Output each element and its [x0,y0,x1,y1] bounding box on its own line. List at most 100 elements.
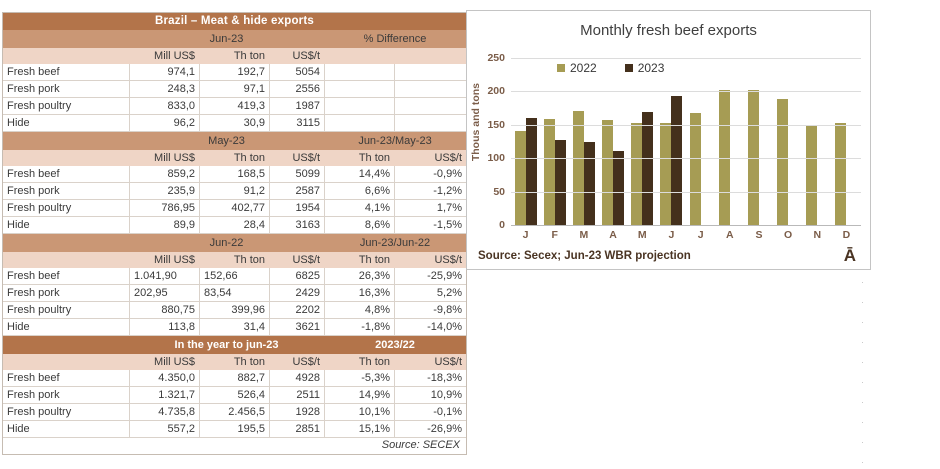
table-cell: 83,54 [199,285,269,302]
column-header: US$/t [434,254,462,266]
bar-2022-4 [602,120,614,225]
table-cell: -9,8% [394,302,466,319]
section-period-row: May-23 Jun-23/May-23 [3,132,466,150]
column-header: Th ton [233,152,265,164]
x-axis-label-8: A [725,229,734,241]
table-cell: 4.350,0 [129,370,199,387]
chart-bars [511,58,861,225]
table-cell: 97,1 [199,81,269,98]
table-cell: 8,6% [324,217,394,234]
table-row: Fresh poultry 833,0 419,3 1987 [3,98,466,115]
table-cell: 4928 [269,370,324,387]
table-cell: 786,95 [129,200,199,217]
gridline-0 [511,225,861,226]
table-cell: 28,4 [199,217,269,234]
gridline-100 [511,158,861,160]
column-header: Th ton [233,254,265,266]
y-tick-label: 50 [493,185,505,198]
table-cell: -1,5% [394,217,466,234]
table-cell [324,64,394,81]
bar-2022-5 [631,123,643,225]
x-axis-label-2: F [551,229,558,241]
table-cell [394,98,466,115]
table-cell: 113,8 [129,319,199,336]
bar-group-8 [715,58,744,225]
table-cell [324,98,394,115]
bar-group-5 [628,58,657,225]
table-cell: 882,7 [199,370,269,387]
row-label: Fresh beef [3,370,129,387]
bar-2022-8 [718,90,730,225]
table-cell: 5,2% [394,285,466,302]
bar-2023-3 [583,141,595,225]
diff-label: Jun-23/Jun-22 [359,237,431,249]
table-row: Fresh beef 4.350,0 882,7 4928 -5,3% -18,3% [3,370,466,387]
table-row: Fresh beef 974,1 192,7 5054 [3,64,466,81]
monthly-beef-exports-chart: Monthly fresh beef exports Thous and ton… [466,10,871,270]
x-axis-label-10: O [784,229,793,241]
exports-table: Brazil – Meat & hide exports Jun-23 % Dif… [2,12,467,455]
table-source: Source: SECEX [381,439,460,451]
row-label: Hide [3,421,129,438]
bar-2023-4 [613,150,625,225]
x-axis-label-9: S [755,229,763,241]
table-cell: 557,2 [129,421,199,438]
legend-label: 2023 [637,61,665,75]
table-cell: 14,4% [324,166,394,183]
period-spacer-cell [3,234,129,252]
row-label: Fresh poultry [3,98,129,115]
table-cell [394,64,466,81]
bar-group-3 [569,58,598,225]
bar-2023-5 [642,112,654,225]
table-row: Hide 96,2 30,9 3115 [3,115,466,132]
table-cell: 202,95 [129,285,199,302]
column-header: US$/t [434,356,462,368]
chart-legend: 2022 2023 [557,61,664,75]
section-header-row: Mill US$ Th ton US$/t Th ton US$/t [3,252,466,268]
table-row: Fresh poultry 880,75 399,96 2202 4,8% -9,8% [3,302,466,319]
table-cell: 2587 [269,183,324,200]
table-cell: 235,9 [129,183,199,200]
column-header [324,48,394,64]
bar-2022-6 [660,123,672,225]
table-cell: 10,9% [394,387,466,404]
x-axis-label-12: D [842,229,851,241]
table-cell: 402,77 [199,200,269,217]
table-cell: 96,2 [129,115,199,132]
y-tick-label: 200 [487,85,505,98]
chart-plot-area: 2022 2023 [511,58,861,226]
table-cell: 26,3% [324,268,394,285]
table-cell: -25,9% [394,268,466,285]
table-cell: 974,1 [129,64,199,81]
row-label: Fresh beef [3,268,129,285]
x-axis-label-11: N [813,229,822,241]
section-header-row: Mill US$ Th ton US$/t Th ton US$/t [3,354,466,370]
table-cell: 1954 [269,200,324,217]
table-cell: 192,7 [199,64,269,81]
y-tick-label: 150 [487,118,505,131]
table-cell: 3621 [269,319,324,336]
bar-group-6 [657,58,686,225]
section-period-row: Jun-22 Jun-23/Jun-22 [3,234,466,252]
diff-label: % Difference [363,33,427,45]
table-row: Fresh beef 859,2 168,5 5099 14,4% -0,9% [3,166,466,183]
table-cell: 30,9 [199,115,269,132]
column-header: Th ton [233,50,265,62]
table-cell: 2511 [269,387,324,404]
table-cell: 859,2 [129,166,199,183]
row-label: Fresh beef [3,64,129,81]
table-cell: 399,96 [199,302,269,319]
column-header: Mill US$ [154,254,195,266]
gridline-50 [511,191,861,193]
column-header: Mill US$ [154,356,195,368]
period-spacer-cell [3,30,129,48]
period-spacer-cell [3,132,129,150]
table-cell: 526,4 [199,387,269,404]
period-label: May-23 [208,135,245,147]
column-header: Th ton [358,152,390,164]
section-period-row: Jun-23 % Difference [3,30,466,48]
header-spacer-cell [3,252,129,268]
gridline-250 [511,58,861,59]
column-header: Th ton [358,356,390,368]
column-header: US$/t [292,356,320,368]
